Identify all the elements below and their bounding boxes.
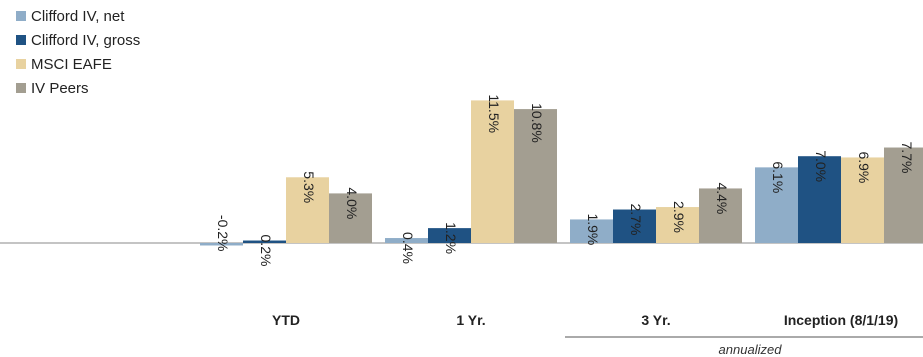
bar [514,109,557,243]
data-label: 4.0% [344,187,360,219]
data-label: 1.2% [443,222,459,254]
data-label: 10.8% [529,103,545,143]
data-label: 7.0% [813,150,829,182]
data-label: 11.5% [486,94,502,133]
data-label: 5.3% [301,171,317,203]
bar [613,209,656,243]
data-label: 4.4% [714,182,730,214]
legend-swatch [16,59,26,69]
legend-label: MSCI EAFE [31,55,112,73]
data-label: 2.9% [671,201,687,233]
category-label: 3 Yr. [641,312,670,328]
data-label: 7.7% [899,142,915,174]
legend-swatch [16,11,26,21]
legend-label: IV Peers [31,79,89,97]
bar [200,243,243,246]
bar [570,219,613,243]
legend-item-iv-peers: IV Peers [16,76,140,100]
data-label: 1.9% [585,213,601,245]
data-label: 6.9% [856,151,872,183]
legend-swatch [16,83,26,93]
category-label: YTD [272,312,300,328]
data-label: 6.1% [770,161,786,193]
data-label: -0.2% [215,215,231,252]
bar [884,147,923,243]
bar [656,207,699,243]
bar [699,188,742,243]
category-label: 1 Yr. [456,312,485,328]
data-label: 0.4% [400,232,416,264]
bar [243,240,286,243]
category-label: Inception (8/1/19) [784,312,898,328]
legend: Clifford IV, net Clifford IV, gross MSCI… [16,4,140,100]
legend-item-clifford-iv-net: Clifford IV, net [16,4,140,28]
bar [755,167,798,243]
data-label: 0.2% [258,235,274,267]
bar [798,156,841,243]
bar [329,193,372,243]
bar [428,228,471,243]
legend-label: Clifford IV, net [31,7,125,25]
legend-label: Clifford IV, gross [31,31,141,49]
bar [471,100,514,244]
bar [385,238,428,243]
legend-item-clifford-iv-gross: Clifford IV, gross [16,28,140,52]
legend-item-msci-eafe: MSCI EAFE [16,52,140,76]
bar [286,177,329,243]
data-label: 2.7% [628,204,644,236]
legend-swatch [16,35,26,45]
bar [841,157,884,243]
annualized-note: annualized [719,342,783,357]
